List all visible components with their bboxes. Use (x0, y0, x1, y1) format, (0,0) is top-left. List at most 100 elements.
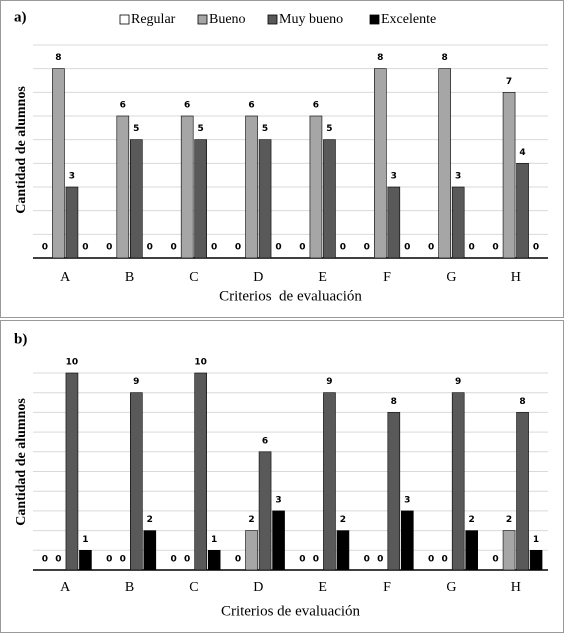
data-label: 0 (299, 243, 305, 253)
data-label: 6 (313, 101, 319, 111)
data-label: 9 (133, 377, 139, 387)
legend-label: Excelente (381, 12, 436, 27)
data-label: 0 (492, 243, 498, 253)
data-label: 0 (299, 555, 305, 565)
x-tick-label: G (446, 270, 456, 285)
bar (52, 68, 65, 259)
data-label: 10 (66, 358, 79, 368)
bar (194, 139, 207, 259)
data-label: 6 (184, 101, 190, 111)
bar (387, 412, 401, 571)
bar (516, 412, 529, 571)
data-label: 10 (194, 358, 207, 368)
data-label: 6 (120, 101, 126, 111)
bar (451, 186, 465, 259)
data-label: 9 (326, 377, 332, 387)
data-label: 8 (519, 397, 525, 407)
legend-swatch (369, 14, 380, 25)
bar (258, 451, 272, 571)
x-tick-label: C (189, 270, 198, 285)
data-label: 0 (364, 555, 370, 565)
x-tick-label: E (318, 580, 327, 595)
bar (323, 139, 336, 259)
data-label: 5 (262, 124, 268, 134)
bar (245, 530, 258, 571)
bar (194, 372, 207, 571)
data-label: 2 (340, 515, 346, 525)
x-tick-label: E (318, 270, 327, 285)
data-label: 0 (364, 243, 370, 253)
x-tick-label: A (60, 270, 71, 285)
data-label: 0 (171, 555, 177, 565)
x-tick-label: A (60, 580, 71, 595)
data-label: 0 (235, 243, 241, 253)
data-label: 1 (211, 535, 217, 545)
data-label: 3 (275, 495, 281, 505)
data-label: 0 (42, 243, 48, 253)
x-tick-label: D (253, 580, 263, 595)
data-label: 3 (69, 172, 75, 182)
data-label: 8 (442, 53, 448, 63)
panel-frame (0, 0, 564, 318)
panel-label: b) (14, 331, 27, 347)
bar (79, 549, 92, 571)
x-tick-label: C (189, 580, 198, 595)
data-label: 6 (248, 101, 254, 111)
bar (65, 372, 79, 571)
data-label: 7 (506, 77, 512, 87)
data-label: 5 (133, 124, 139, 134)
bar (130, 139, 143, 259)
data-label: 0 (42, 555, 48, 565)
bar (451, 392, 465, 571)
data-label: 8 (377, 53, 383, 63)
data-label: 0 (340, 243, 346, 253)
legend-label: Regular (131, 12, 176, 27)
data-label: 8 (391, 397, 397, 407)
data-label: 2 (248, 515, 254, 525)
x-tick-label: G (446, 580, 456, 595)
legend-swatch (119, 14, 130, 25)
data-label: 0 (469, 243, 475, 253)
panel-frame (0, 320, 564, 633)
data-label: 0 (147, 243, 153, 253)
bar (529, 549, 543, 571)
y-axis-title: Cantidad de alumnos (14, 86, 29, 214)
bar (465, 530, 478, 571)
bar (401, 510, 414, 571)
x-tick-label: F (383, 270, 391, 285)
y-axis-title: Cantidad de alumnos (14, 398, 29, 526)
bar (207, 549, 221, 571)
data-label: 3 (455, 172, 461, 182)
bar (336, 530, 350, 571)
data-label: 0 (533, 243, 539, 253)
bar (272, 510, 285, 571)
data-label: 0 (492, 555, 498, 565)
legend-swatch (267, 14, 278, 25)
data-label: 0 (313, 555, 319, 565)
data-label: 0 (377, 555, 383, 565)
data-label: 0 (106, 243, 112, 253)
data-label: 0 (428, 243, 434, 253)
data-label: 9 (455, 377, 461, 387)
bar (65, 186, 79, 259)
bar (502, 530, 516, 571)
data-label: 0 (184, 555, 190, 565)
data-label: 0 (55, 555, 61, 565)
data-label: 0 (82, 243, 88, 253)
legend-label: Muy bueno (279, 12, 343, 27)
x-tick-label: H (511, 270, 521, 285)
bar (374, 68, 387, 259)
bar (245, 115, 258, 259)
x-axis-title: Criterios de evaluación (219, 288, 362, 304)
data-label: 5 (198, 124, 204, 134)
x-tick-label: B (125, 580, 134, 595)
data-label: 0 (211, 243, 217, 253)
bar (438, 68, 451, 259)
bar (258, 139, 272, 259)
legend-swatch (197, 14, 208, 25)
x-tick-label: D (253, 270, 263, 285)
data-label: 0 (275, 243, 281, 253)
bar (116, 115, 130, 259)
bar (323, 392, 336, 571)
data-label: 2 (469, 515, 475, 525)
